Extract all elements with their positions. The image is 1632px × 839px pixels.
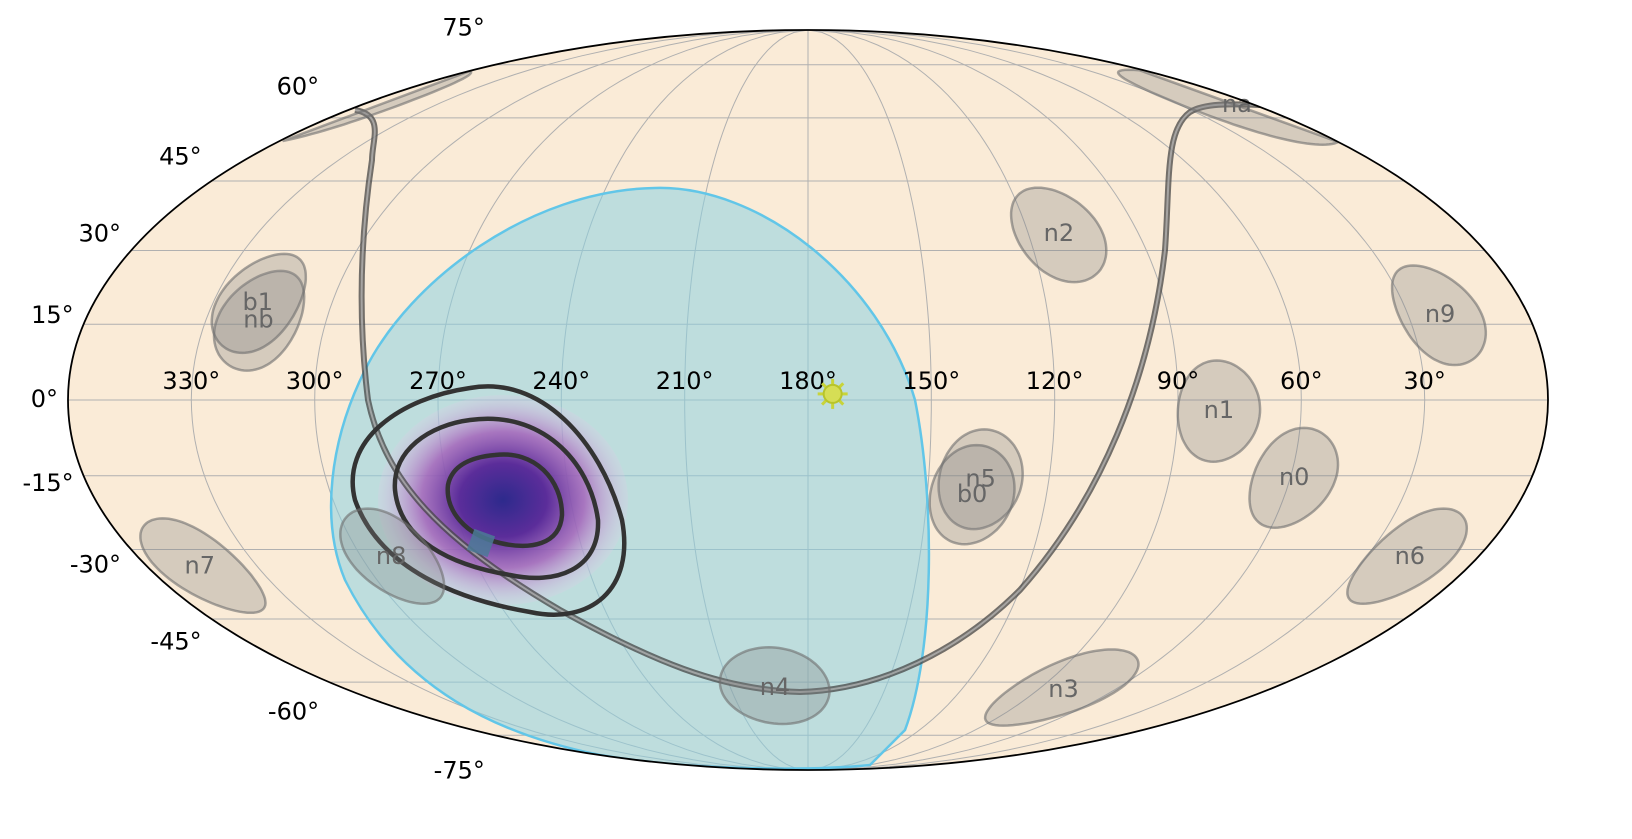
y-tick-label: 15° (31, 301, 74, 329)
y-tick-label: 30° (79, 219, 122, 247)
detector-label: n7 (185, 552, 215, 580)
sun-disc (822, 383, 843, 404)
detector-footprint (1176, 359, 1262, 463)
contour-inner (445, 452, 565, 548)
y-tick-label: -15° (22, 469, 73, 497)
y-tick-label: 45° (159, 142, 202, 170)
y-tick-label: -60° (268, 698, 319, 726)
sky-outline (67, 29, 1549, 771)
y-tick-label: 75° (442, 14, 485, 42)
y-tick-label: -45° (150, 628, 201, 656)
contour-middle (392, 416, 601, 581)
detector-label: n4 (760, 673, 790, 701)
detector-footprint (983, 648, 1140, 727)
detector-label: n6 (1395, 542, 1425, 570)
detector-footprint (139, 517, 267, 615)
detector-label: nb (243, 305, 273, 333)
y-tick-label: -75° (434, 756, 485, 784)
detector-footprint (928, 443, 1016, 546)
detector-footprint (282, 68, 1342, 146)
x-tick-label: 270° (409, 367, 467, 395)
labels: 330° 300° 270° 240° 210° 180° 150° 120° 90° 60° 30… (22, 14, 1455, 785)
detector-label: n9 (1425, 300, 1455, 328)
detector-footprint (210, 252, 308, 355)
x-tick-label: 300° (286, 367, 344, 395)
detector-label: n2 (1044, 219, 1074, 247)
x-tick-label: 330° (162, 367, 220, 395)
detector-footprint (718, 646, 831, 726)
sun (817, 378, 848, 409)
detector-label: n0 (1279, 463, 1309, 491)
detector-footprint (1390, 264, 1488, 367)
galactic-plane-core (354, 103, 1261, 694)
x-tick-label: 150° (902, 367, 960, 395)
detector-footprint (1248, 426, 1340, 529)
detector-label: n1 (1204, 396, 1234, 424)
y-tick-label: -30° (70, 551, 121, 579)
detector-footprint (212, 269, 306, 372)
x-tick-label: 120° (1026, 367, 1084, 395)
detector-label: n5 (965, 465, 995, 493)
detector-label: b0 (957, 480, 988, 508)
x-tick-label: 60° (1280, 367, 1323, 395)
detector-footprint (339, 507, 446, 606)
contour-outer (350, 384, 627, 617)
overlays (329, 101, 1261, 770)
x-tick-label: 90° (1157, 367, 1200, 395)
detector-label: n8 (376, 542, 406, 570)
y-tick-label: 60° (277, 72, 320, 100)
x-tick-label: 210° (656, 367, 714, 395)
detectors (139, 68, 1488, 727)
detector-footprint (1009, 186, 1108, 284)
x-tick-label: 240° (532, 367, 590, 395)
x-tick-label: 30° (1403, 367, 1446, 395)
y-tick-label: 0° (31, 385, 58, 413)
position-marker (466, 528, 496, 558)
detector-footprint (1346, 507, 1469, 606)
detector-label: b1 (243, 288, 274, 316)
detector-label: n3 (1048, 675, 1078, 703)
